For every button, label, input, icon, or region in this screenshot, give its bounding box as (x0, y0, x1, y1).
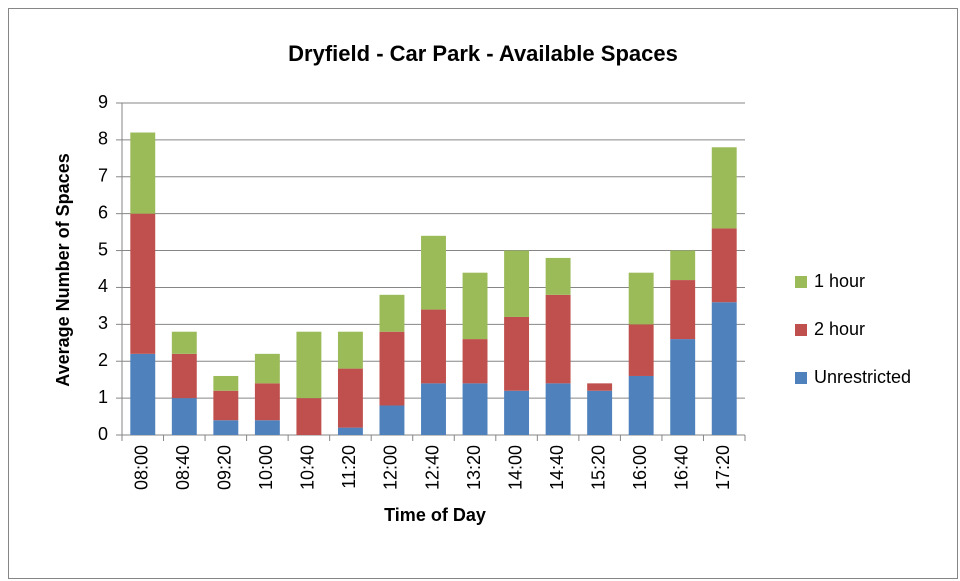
bar-segment (628, 324, 654, 376)
bar-segment (296, 398, 322, 435)
bar-segment (130, 132, 156, 214)
bar-segment (462, 383, 488, 435)
x-tick-label: 14:40 (547, 445, 567, 490)
bar-segment (213, 420, 239, 435)
bar-segment (504, 316, 530, 391)
bar-segment (254, 420, 280, 435)
bar-segment (711, 228, 737, 303)
x-tick-label: 10:00 (256, 445, 276, 490)
bar-segment (130, 213, 156, 354)
bar-segment (171, 353, 197, 399)
bar-segment (337, 427, 363, 435)
y-tick-label: 2 (98, 350, 108, 370)
bar-segment (670, 280, 696, 340)
bar-segment (545, 294, 571, 384)
bar-segment (379, 331, 405, 406)
bar-segment (711, 147, 737, 229)
bar-segment (587, 390, 613, 435)
bar-segment (587, 383, 613, 391)
y-tick-label: 3 (98, 313, 108, 333)
y-tick-label: 4 (98, 276, 108, 296)
y-tick-label: 6 (98, 202, 108, 222)
bar-segment (171, 331, 197, 354)
y-tick-label: 9 (98, 92, 108, 112)
y-tick-label: 0 (98, 424, 108, 444)
bar-segment (337, 368, 363, 428)
y-tick-label: 7 (98, 166, 108, 186)
legend-label: Unrestricted (814, 367, 911, 387)
bar-segment (628, 375, 654, 435)
legend-label: 2 hour (814, 319, 865, 339)
legend-swatch (795, 372, 807, 384)
legend-swatch (795, 324, 807, 336)
bar-segment (171, 398, 197, 435)
bar-segment (628, 272, 654, 325)
bar-segment (421, 309, 446, 384)
y-tick-label: 5 (98, 239, 108, 259)
legend-label: 1 hour (814, 271, 865, 291)
bar-segment (670, 250, 696, 281)
bar-segment (504, 250, 530, 317)
bar-segment (213, 375, 239, 391)
x-tick-label: 16:00 (630, 445, 650, 490)
legend-swatch (795, 276, 807, 288)
x-tick-label: 08:40 (173, 445, 193, 490)
bar-segment (462, 339, 488, 384)
x-tick-label: 09:20 (215, 445, 235, 490)
bar-segment (670, 339, 696, 435)
bar-segment (421, 235, 446, 310)
bar-segment (504, 390, 530, 435)
y-tick-label: 1 (98, 387, 108, 407)
bar-segment (545, 257, 571, 295)
bar-segment (379, 294, 405, 332)
x-tick-label: 16:40 (671, 445, 691, 490)
x-tick-label: 12:40 (422, 445, 442, 490)
bar-segment (254, 353, 280, 384)
x-tick-label: 08:00 (132, 445, 152, 490)
bar-segment (545, 383, 571, 435)
bar-segment (421, 383, 446, 435)
x-tick-label: 12:00 (381, 445, 401, 490)
x-tick-label: 17:20 (713, 445, 733, 490)
bar-segment (337, 331, 363, 369)
x-tick-label: 15:20 (588, 445, 608, 490)
bar-segment (130, 353, 156, 435)
x-tick-label: 10:40 (298, 445, 318, 490)
bar-segment (711, 302, 737, 435)
chart-title: Dryfield - Car Park - Available Spaces (288, 41, 678, 66)
x-axis-title: Time of Day (384, 505, 486, 525)
bar-segment (462, 272, 488, 340)
bar-segment (379, 405, 405, 435)
bar-segment (296, 331, 322, 399)
y-tick-label: 8 (98, 129, 108, 149)
y-axis-title: Average Number of Spaces (53, 153, 73, 386)
x-tick-label: 13:20 (464, 445, 484, 490)
x-tick-label: 11:20 (339, 445, 359, 489)
bar-segment (254, 383, 280, 421)
x-tick-label: 14:00 (505, 445, 525, 490)
bar-segment (213, 390, 239, 421)
